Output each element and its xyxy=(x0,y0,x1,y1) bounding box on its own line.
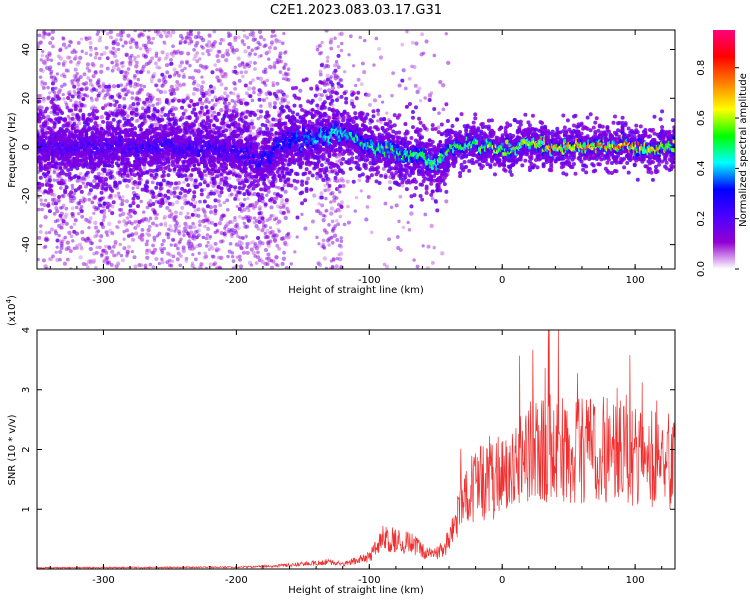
y-tick-label: -40 xyxy=(21,236,32,252)
chart-title: C2E1.2023.083.03.17.G31 xyxy=(270,3,442,18)
colorbar-tick-label: 0.0 xyxy=(696,261,707,277)
snr-multiplier: (x104) xyxy=(5,295,18,326)
snr-ylabel: SNR (10 * v/v) xyxy=(7,414,18,485)
colorbar-tick-label: 0.2 xyxy=(696,211,707,227)
x-tick-label: 100 xyxy=(626,575,645,586)
colorbar-label: Normalized spectral amplitude xyxy=(738,73,749,227)
snr-xlabel: Height of straight line (km) xyxy=(288,585,424,596)
colorbar: 0.0 0.2 0.4 0.6 0.8 Normalized spectral ampl… xyxy=(696,30,749,277)
colorbar-tick-label: 0.4 xyxy=(696,160,707,176)
x-tick-label: -200 xyxy=(225,575,248,586)
y-tick-label: 3 xyxy=(21,387,32,393)
x-tick-label: 0 xyxy=(499,575,505,586)
y-tick-label: 20 xyxy=(21,92,32,105)
y-tick-label: -20 xyxy=(21,188,32,204)
x-tick-label: -200 xyxy=(225,275,248,286)
spectrogram-xlabel: Height of straight line (km) xyxy=(288,285,424,296)
x-tick-label: -300 xyxy=(92,575,115,586)
x-tick-label: -300 xyxy=(92,275,115,286)
y-tick-label: 4 xyxy=(21,327,32,333)
x-tick-label: 100 xyxy=(626,275,645,286)
y-tick-label: 40 xyxy=(21,43,32,56)
y-tick-label: 0 xyxy=(21,144,32,150)
colorbar-tick-label: 0.8 xyxy=(696,60,707,76)
y-tick-label: 1 xyxy=(21,506,32,512)
spectrogram-ylabel: Frequency (Hz) xyxy=(7,112,18,188)
x-tick-label: 0 xyxy=(499,275,505,286)
colorbar-tick-label: 0.6 xyxy=(696,110,707,126)
colorbar-gradient xyxy=(713,30,735,269)
y-tick-label: 2 xyxy=(21,446,32,452)
